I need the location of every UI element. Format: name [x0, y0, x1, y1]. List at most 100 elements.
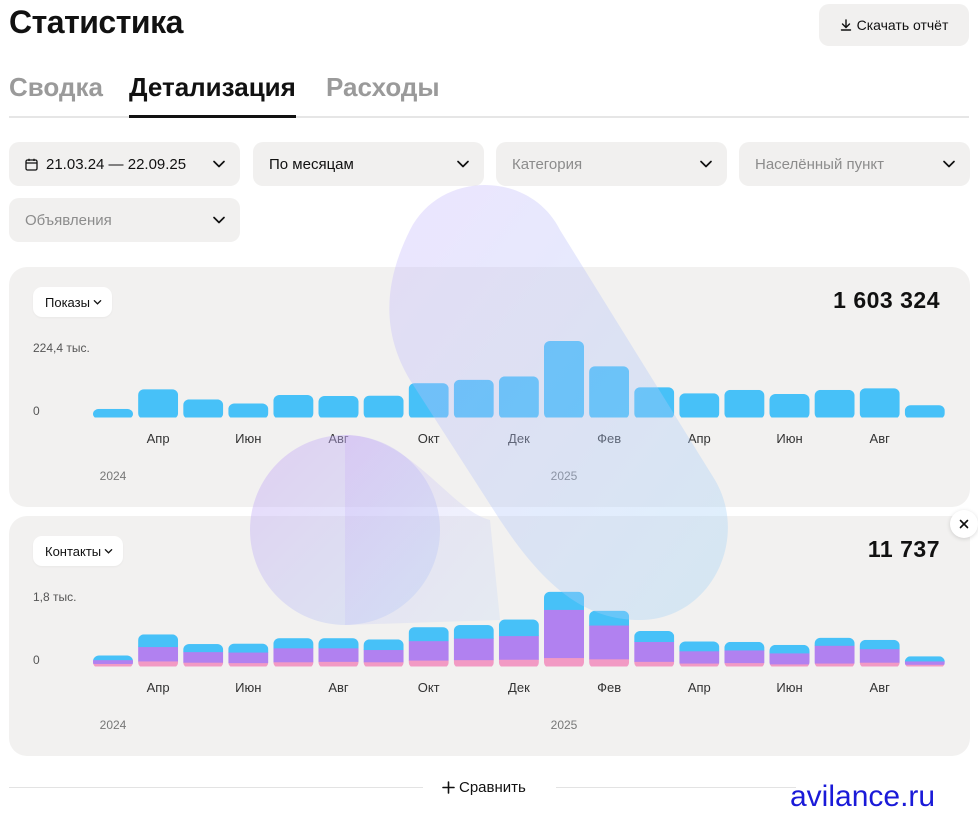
tab-summary[interactable]: Сводка: [9, 72, 103, 102]
bar-8[interactable]: [453, 625, 494, 667]
metric-select-impressions[interactable]: Показы: [33, 287, 112, 317]
bar-segment: [769, 652, 810, 665]
bar-segment: [498, 619, 539, 637]
bar-10[interactable]: [544, 341, 584, 418]
bar-12[interactable]: [634, 387, 675, 418]
x-tick-label: Дек: [508, 431, 530, 446]
y-max-label: 1,8 тыс.: [33, 590, 76, 604]
metric-select-contacts[interactable]: Контакты: [33, 536, 124, 566]
contacts-total: 11 737: [867, 536, 940, 562]
x-tick-label: Авг: [328, 431, 349, 446]
bar-15[interactable]: [769, 393, 810, 418]
bar-segment: [453, 625, 494, 639]
year-label: 2024: [100, 469, 127, 483]
impressions-chart: 224,4 тыс. 0 Апр Июн Авг Окт Дек Фев Апр Июн Авг 20…: [33, 341, 945, 483]
bar-13[interactable]: [679, 641, 720, 667]
x-tick-label: Июн: [235, 680, 261, 695]
bar-18[interactable]: [904, 656, 945, 667]
bar-4[interactable]: [273, 394, 314, 418]
date-range-select[interactable]: 21.03.24 — 22.09.25: [9, 142, 240, 186]
x-tick-label: Июн: [776, 431, 802, 446]
bar-3[interactable]: [228, 643, 269, 667]
bar-14[interactable]: [724, 641, 765, 667]
bar-16[interactable]: [814, 389, 855, 418]
bar-13[interactable]: [679, 393, 720, 418]
ads-placeholder: Объявления: [25, 211, 112, 229]
bar-segment: [498, 376, 539, 418]
metric-label: Контакты: [45, 543, 102, 559]
x-tick-label: Окт: [418, 680, 440, 695]
grouping-value: По месяцам: [269, 155, 354, 173]
compare-button[interactable]: Сравнить: [436, 774, 532, 800]
bar-14[interactable]: [724, 389, 765, 418]
bar-5[interactable]: [318, 638, 359, 667]
grouping-select[interactable]: По месяцам: [253, 142, 484, 186]
bar-segment: [138, 389, 179, 418]
tab-details[interactable]: Детализация: [129, 70, 296, 118]
chevron-down-icon: [104, 548, 113, 554]
bar-8[interactable]: [453, 379, 494, 418]
close-comparison-button[interactable]: [950, 510, 978, 538]
bar-6[interactable]: [363, 395, 404, 418]
category-select[interactable]: Категория: [496, 142, 727, 186]
bar-3[interactable]: [228, 403, 269, 418]
bar-segment: [273, 661, 314, 667]
bar-segment: [544, 657, 584, 667]
bar-15[interactable]: [769, 644, 810, 667]
bar-segment: [724, 662, 765, 667]
bar-16[interactable]: [814, 637, 855, 667]
bar-segment: [498, 635, 539, 660]
bar-5[interactable]: [318, 396, 359, 418]
x-tick-label: Фев: [597, 680, 621, 695]
bar-2[interactable]: [183, 644, 224, 667]
bar-segment: [769, 663, 810, 667]
city-select[interactable]: Населённый пункт: [739, 142, 970, 186]
bar-0[interactable]: [93, 655, 133, 667]
bar-1[interactable]: [138, 389, 179, 418]
bar-0[interactable]: [93, 408, 133, 418]
bar-segment: [544, 591, 584, 610]
bar-segment: [814, 645, 855, 664]
bar-segment: [634, 661, 675, 667]
x-tick-label: Апр: [688, 431, 711, 446]
contacts-chart: 1,8 тыс. 0 Апр Июн Авг Окт Дек Фев Апр Июн Авг 2024…: [33, 590, 945, 732]
bar-11[interactable]: [589, 610, 630, 667]
bar-6[interactable]: [363, 639, 404, 667]
bar-segment: [453, 659, 494, 667]
bar-7[interactable]: [408, 627, 449, 667]
x-tick-label: Июн: [235, 431, 261, 446]
bar-segment: [859, 639, 900, 650]
bar-segment: [634, 387, 675, 418]
bar-segment: [498, 659, 539, 667]
bar-segment: [589, 366, 630, 418]
y-max-label: 224,4 тыс.: [33, 341, 90, 355]
download-report-button[interactable]: Скачать отчёт: [819, 4, 969, 46]
bar-segment: [724, 389, 765, 418]
contacts-card: 1,8 тыс. 0 Апр Июн Авг Окт Дек Фев Апр Июн Авг 2024…: [9, 516, 970, 756]
x-tick-label: Авг: [870, 431, 891, 446]
y-zero-label: 0: [33, 404, 40, 418]
bar-17[interactable]: [859, 388, 900, 418]
bar-9[interactable]: [498, 619, 539, 667]
bar-segment: [769, 644, 810, 654]
bar-12[interactable]: [634, 630, 675, 667]
bar-1[interactable]: [138, 634, 179, 667]
bar-segment: [93, 655, 133, 661]
tab-expenses[interactable]: Расходы: [326, 72, 440, 102]
bar-18[interactable]: [904, 405, 945, 418]
ads-select[interactable]: Объявления: [9, 198, 240, 242]
bar-segment: [679, 641, 720, 652]
bar-segment: [589, 625, 630, 660]
bar-segment: [904, 656, 945, 662]
bar-17[interactable]: [859, 639, 900, 667]
chevron-down-icon: [700, 160, 712, 168]
bar-segment: [93, 659, 133, 664]
bar-10[interactable]: [544, 591, 584, 667]
bar-11[interactable]: [589, 366, 630, 418]
bar-2[interactable]: [183, 399, 224, 418]
bar-9[interactable]: [498, 376, 539, 418]
bar-7[interactable]: [408, 383, 449, 418]
bar-segment: [724, 649, 765, 664]
bar-segment: [318, 647, 359, 662]
bar-4[interactable]: [273, 638, 314, 667]
